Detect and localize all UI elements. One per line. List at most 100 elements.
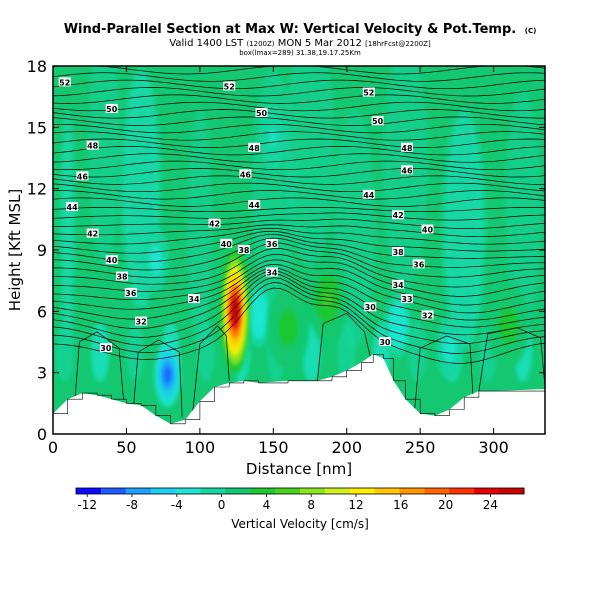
updraft-0-6	[232, 299, 238, 324]
contour-label-14: 48	[249, 144, 261, 153]
theta-contour-19	[53, 197, 545, 207]
contour-label-29: 38	[393, 248, 405, 257]
downdraft-2-3	[394, 317, 402, 335]
colorbar-swatch-6	[225, 488, 251, 494]
contour-label-2: 48	[87, 142, 99, 151]
theta-contour-14	[53, 227, 545, 245]
contour-label-bg-3	[76, 171, 89, 181]
theta-contour-20	[53, 190, 545, 200]
contour-label-33: 32	[422, 311, 433, 320]
field-band-3	[187, 109, 213, 350]
theta-contour-1	[53, 282, 545, 354]
downdraft-4-3	[269, 129, 277, 147]
theta-contour-30	[53, 116, 545, 126]
contour-label-bg-10	[135, 316, 148, 326]
theta-contour-22	[53, 175, 545, 185]
y-axis-label: Height [Kft MSL]	[6, 189, 24, 311]
contour-label-0: 52	[59, 78, 70, 87]
contour-label-31: 34	[393, 281, 405, 290]
contour-label-bg-16	[248, 200, 261, 210]
contour-label-bg-14	[248, 142, 261, 152]
contour-label-19: 38	[238, 246, 250, 255]
contour-label-bg-1	[105, 103, 118, 113]
x-axis-label: Distance [nm]	[246, 460, 352, 478]
colorbar-tick-label-2: -4	[171, 498, 183, 512]
updraft-2-6	[283, 319, 292, 336]
updraft-3-6	[504, 317, 513, 334]
colorbar-tick-label-1: -8	[126, 498, 138, 512]
low-contour-1	[133, 339, 183, 418]
low-contour-2	[192, 325, 230, 414]
contour-label-35: 30	[379, 338, 391, 347]
contour-label-bg-26	[362, 189, 375, 199]
chart-subsubtitle: box(lmax=289) 31.38,19.17.25Km	[239, 49, 361, 57]
colorbar-tick-label-5: 8	[307, 498, 315, 512]
contour-label-bg-17	[208, 218, 221, 228]
theta-contour-3	[53, 273, 545, 338]
colorbar-swatch-7	[250, 488, 276, 494]
contour-label-6: 40	[106, 256, 118, 265]
theta-contour-0	[53, 287, 545, 364]
colorbar-swatch-5	[200, 488, 226, 494]
low-contour-0	[74, 331, 124, 400]
theta-contour-28	[53, 131, 545, 141]
contour-label-23: 50	[372, 117, 384, 126]
contour-label-bg-15	[239, 169, 252, 179]
contour-label-bg-25	[400, 165, 413, 175]
x-tick-label-5: 250	[405, 438, 436, 457]
theta-contour-25	[53, 153, 545, 163]
theta-contour-33	[53, 94, 545, 104]
theta-contour-6	[53, 263, 545, 314]
theta-contour-10	[53, 242, 545, 278]
colorbar-tick-label-0: -12	[77, 498, 97, 512]
colorbar-swatch-1	[100, 488, 127, 494]
theta-contour-11	[53, 237, 545, 271]
contour-label-1: 50	[106, 105, 118, 114]
colorbar-swatch-3	[150, 488, 177, 494]
contour-labels: 52 50 48 46 44 42 40 38 36 34 32 30 52 50 48 46 44 42 40 38…	[58, 77, 434, 353]
x-axis: 0 50 100 150 200 250 300	[48, 66, 509, 457]
theta-contour-12	[53, 233, 545, 263]
contour-label-11: 30	[100, 344, 112, 353]
contour-label-bg-11	[99, 343, 112, 353]
contour-label-10: 32	[136, 318, 147, 327]
colorbar-swatch-12	[374, 488, 401, 494]
contour-label-5: 42	[87, 230, 98, 239]
contour-label-30: 36	[413, 260, 425, 269]
theta-contour-18	[53, 207, 545, 213]
colorbar-swatch-9	[300, 488, 326, 494]
contour-label-bg-13	[255, 108, 268, 118]
contour-label-bg-31	[392, 279, 405, 289]
updraft-1-6	[323, 291, 332, 308]
colorbar-swatch-8	[275, 488, 301, 494]
contour-label-bg-23	[371, 116, 384, 126]
field-low-10	[408, 322, 427, 383]
x-tick-label-3: 150	[258, 438, 289, 457]
contour-label-32: 33	[401, 295, 412, 304]
contour-label-bg-27	[392, 210, 405, 220]
colorbar-swatch-13	[399, 488, 425, 494]
y-tick-label-5: 15	[27, 118, 47, 137]
theta-contour-37	[53, 66, 545, 75]
theta-contour-16	[53, 218, 545, 229]
theta-contour-32	[53, 101, 545, 112]
contour-label-bg-33	[421, 310, 434, 320]
contour-label-9: 34	[188, 295, 200, 304]
contour-label-12: 52	[224, 82, 235, 91]
contour-label-bg-28	[421, 224, 434, 234]
contour-label-bg-4	[66, 202, 79, 212]
theta-contour-7	[53, 259, 545, 306]
y-tick-label-0: 0	[37, 425, 47, 444]
theta-contour-2	[53, 277, 545, 346]
low-contour-3	[317, 312, 371, 381]
contour-label-bg-12	[223, 81, 236, 91]
contour-label-8: 36	[125, 289, 137, 298]
theta-contour-21	[53, 182, 545, 193]
field-band-0	[60, 109, 75, 350]
x-tick-label-4: 200	[331, 438, 362, 457]
contour-label-bg-22	[362, 87, 375, 97]
contour-label-17: 42	[209, 219, 220, 228]
contour-label-bg-32	[400, 294, 413, 304]
contour-label-26: 44	[363, 191, 375, 200]
theta-contour-13	[53, 230, 545, 254]
